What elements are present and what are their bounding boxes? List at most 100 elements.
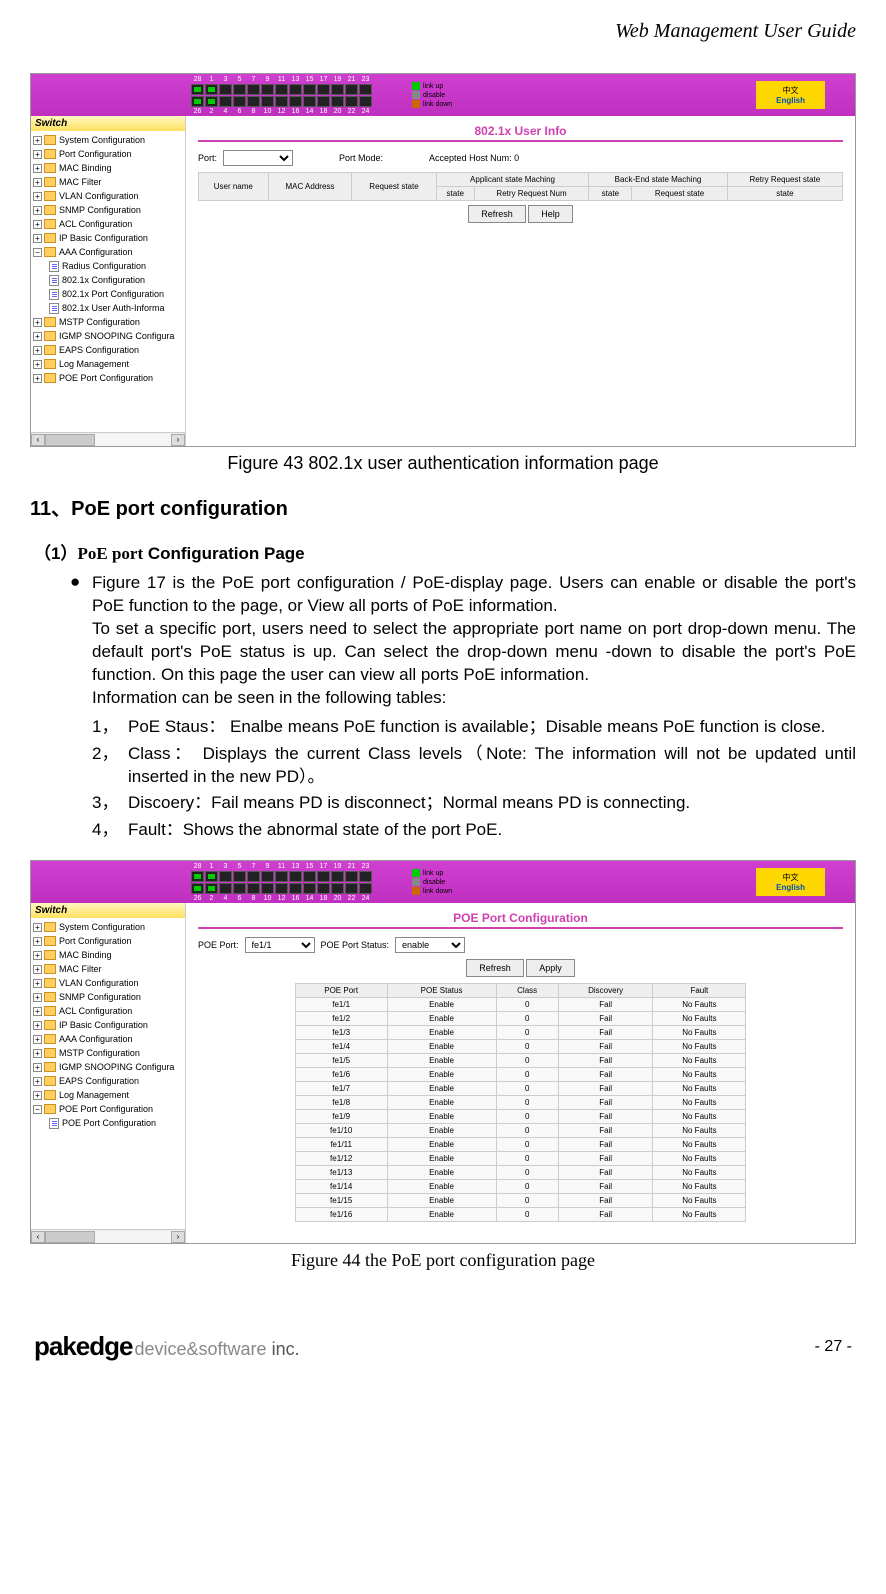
port-icon[interactable] <box>317 883 330 894</box>
port-icon[interactable] <box>247 96 260 107</box>
port-icon[interactable] <box>303 871 316 882</box>
expand-icon[interactable]: + <box>33 1049 42 1058</box>
expand-icon[interactable]: + <box>33 979 42 988</box>
port-icon[interactable] <box>331 871 344 882</box>
scroll-thumb[interactable] <box>45 434 95 446</box>
sidebar-item[interactable]: 802.1x User Auth-Informa <box>31 301 185 315</box>
sidebar-item[interactable]: +ACL Configuration <box>31 217 185 231</box>
sidebar-item[interactable]: +POE Port Configuration <box>31 371 185 385</box>
expand-icon[interactable]: + <box>33 346 42 355</box>
expand-icon[interactable]: + <box>33 1007 42 1016</box>
port-icon[interactable] <box>275 883 288 894</box>
sidebar-item[interactable]: +MAC Filter <box>31 962 185 976</box>
expand-icon[interactable]: + <box>33 1021 42 1030</box>
sidebar-item[interactable]: +AAA Configuration <box>31 1032 185 1046</box>
port-icon[interactable] <box>275 96 288 107</box>
expand-icon[interactable]: + <box>33 220 42 229</box>
expand-icon[interactable]: + <box>33 374 42 383</box>
sidebar-item[interactable]: −AAA Configuration <box>31 245 185 259</box>
port-icon[interactable] <box>303 883 316 894</box>
sidebar-item[interactable]: +Port Configuration <box>31 934 185 948</box>
help-button[interactable]: Help <box>528 205 573 223</box>
port-icon[interactable] <box>289 883 302 894</box>
expand-icon[interactable]: + <box>33 164 42 173</box>
port-icon[interactable] <box>233 883 246 894</box>
port-icon[interactable] <box>205 96 218 107</box>
expand-icon[interactable]: + <box>33 178 42 187</box>
port-icon[interactable] <box>331 96 344 107</box>
expand-icon[interactable]: + <box>33 136 42 145</box>
port-icon[interactable] <box>261 84 274 95</box>
scroll-right-icon[interactable]: › <box>171 434 185 446</box>
expand-icon[interactable]: + <box>33 360 42 369</box>
sidebar-item[interactable]: POE Port Configuration <box>31 1116 185 1130</box>
sidebar-item[interactable]: 802.1x Port Configuration <box>31 287 185 301</box>
port-icon[interactable] <box>331 84 344 95</box>
sidebar-item[interactable]: +EAPS Configuration <box>31 1074 185 1088</box>
port-icon[interactable] <box>191 84 204 95</box>
port-icon[interactable] <box>205 883 218 894</box>
port-icon[interactable] <box>359 96 372 107</box>
expand-icon[interactable]: + <box>33 1035 42 1044</box>
sidebar-item[interactable]: +MAC Binding <box>31 948 185 962</box>
expand-icon[interactable]: + <box>33 318 42 327</box>
port-icon[interactable] <box>289 84 302 95</box>
sidebar-item[interactable]: +IP Basic Configuration <box>31 231 185 245</box>
port-icon[interactable] <box>275 84 288 95</box>
sidebar-item[interactable]: +EAPS Configuration <box>31 343 185 357</box>
sidebar-item[interactable]: +MAC Filter <box>31 175 185 189</box>
sidebar-item[interactable]: 802.1x Configuration <box>31 273 185 287</box>
lang-cn[interactable]: 中文 <box>776 85 805 96</box>
expand-icon[interactable]: + <box>33 332 42 341</box>
port-icon[interactable] <box>191 871 204 882</box>
sidebar-scrollbar[interactable]: ‹ › <box>31 432 185 446</box>
sidebar-item[interactable]: +ACL Configuration <box>31 1004 185 1018</box>
sidebar-item[interactable]: +Log Management <box>31 357 185 371</box>
expand-icon[interactable]: + <box>33 993 42 1002</box>
expand-icon[interactable]: − <box>33 1105 42 1114</box>
port-icon[interactable] <box>219 883 232 894</box>
scroll-left-icon[interactable]: ‹ <box>31 434 45 446</box>
sidebar-item[interactable]: +IGMP SNOOPING Configura <box>31 1060 185 1074</box>
scroll-thumb[interactable] <box>45 1231 95 1243</box>
port-icon[interactable] <box>261 96 274 107</box>
port-icon[interactable] <box>247 883 260 894</box>
port-icon[interactable] <box>233 96 246 107</box>
refresh-button[interactable]: Refresh <box>468 205 526 223</box>
port-icon[interactable] <box>261 871 274 882</box>
sidebar-item[interactable]: +System Configuration <box>31 133 185 147</box>
port-icon[interactable] <box>233 84 246 95</box>
expand-icon[interactable]: + <box>33 951 42 960</box>
language-switch[interactable]: 中文 English <box>756 81 825 109</box>
expand-icon[interactable]: − <box>33 248 42 257</box>
port-icon[interactable] <box>317 871 330 882</box>
port-icon[interactable] <box>317 84 330 95</box>
sidebar-item[interactable]: +VLAN Configuration <box>31 976 185 990</box>
port-icon[interactable] <box>247 871 260 882</box>
port-icon[interactable] <box>345 871 358 882</box>
port-icon[interactable] <box>345 883 358 894</box>
port-icon[interactable] <box>317 96 330 107</box>
sidebar-item[interactable]: Radius Configuration <box>31 259 185 273</box>
port-icon[interactable] <box>219 84 232 95</box>
port-icon[interactable] <box>359 883 372 894</box>
port-icon[interactable] <box>261 883 274 894</box>
sidebar-item[interactable]: +Port Configuration <box>31 147 185 161</box>
port-icon[interactable] <box>219 871 232 882</box>
port-icon[interactable] <box>303 84 316 95</box>
port-select[interactable] <box>223 150 293 166</box>
port-icon[interactable] <box>275 871 288 882</box>
expand-icon[interactable]: + <box>33 1077 42 1086</box>
port-icon[interactable] <box>345 96 358 107</box>
port-icon[interactable] <box>191 96 204 107</box>
refresh-button-2[interactable]: Refresh <box>466 959 524 977</box>
port-icon[interactable] <box>331 883 344 894</box>
expand-icon[interactable]: + <box>33 206 42 215</box>
sidebar-item[interactable]: +System Configuration <box>31 920 185 934</box>
port-icon[interactable] <box>345 84 358 95</box>
expand-icon[interactable]: + <box>33 234 42 243</box>
expand-icon[interactable]: + <box>33 1063 42 1072</box>
sidebar-item[interactable]: +SNMP Configuration <box>31 203 185 217</box>
port-icon[interactable] <box>289 96 302 107</box>
expand-icon[interactable]: + <box>33 150 42 159</box>
